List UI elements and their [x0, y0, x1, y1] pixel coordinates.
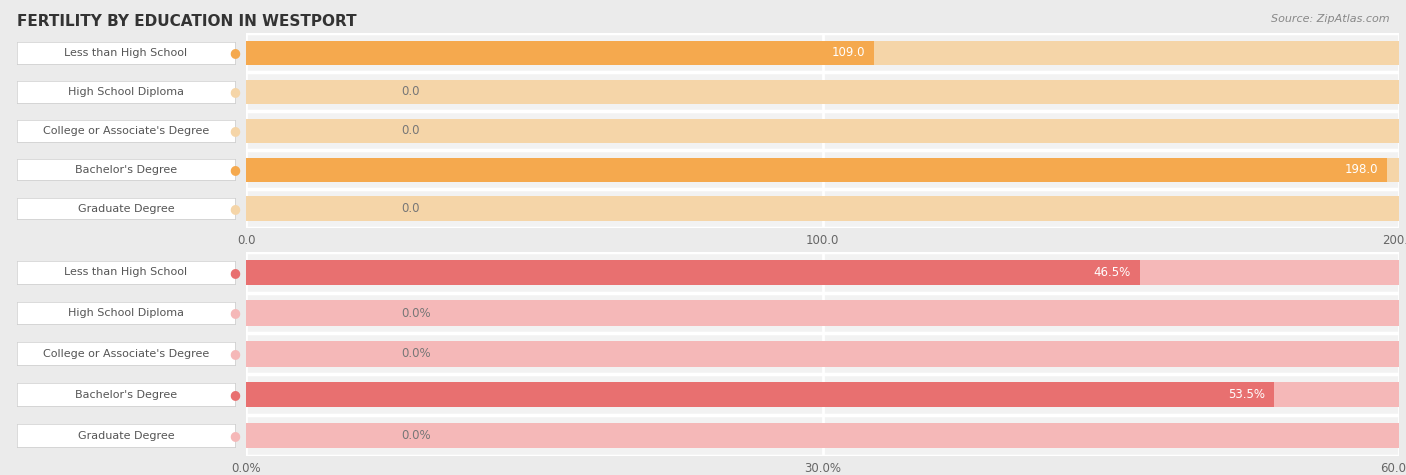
Text: College or Associate's Degree: College or Associate's Degree [42, 349, 209, 359]
Bar [246, 259, 1399, 285]
Text: Less than High School: Less than High School [65, 48, 187, 58]
Bar [246, 341, 1399, 367]
Bar [246, 158, 1399, 181]
Text: FERTILITY BY EDUCATION IN WESTPORT: FERTILITY BY EDUCATION IN WESTPORT [17, 14, 357, 29]
Bar [246, 119, 1399, 142]
Text: ●: ● [229, 266, 240, 279]
Text: 0.0: 0.0 [402, 202, 420, 215]
Text: 109.0: 109.0 [832, 46, 865, 59]
Text: Graduate Degree: Graduate Degree [77, 203, 174, 214]
Text: ●: ● [229, 202, 240, 215]
Bar [246, 158, 1388, 181]
Text: 198.0: 198.0 [1344, 163, 1378, 176]
Text: College or Associate's Degree: College or Associate's Degree [42, 125, 209, 136]
Text: Bachelor's Degree: Bachelor's Degree [75, 164, 177, 175]
Text: ●: ● [229, 124, 240, 137]
Bar [246, 72, 1399, 111]
Text: Bachelor's Degree: Bachelor's Degree [75, 390, 177, 400]
Text: ●: ● [229, 85, 240, 98]
Text: ●: ● [229, 163, 240, 176]
Bar [246, 33, 1399, 72]
Bar [246, 333, 1399, 374]
Bar [246, 300, 1399, 326]
Bar [246, 189, 1399, 228]
Text: ●: ● [229, 429, 240, 442]
Bar [246, 259, 1140, 285]
Text: 0.0%: 0.0% [402, 429, 432, 442]
Bar [246, 197, 1399, 220]
Text: Source: ZipAtlas.com: Source: ZipAtlas.com [1271, 14, 1389, 24]
Text: 0.0: 0.0 [402, 124, 420, 137]
Bar [246, 252, 1399, 293]
Text: High School Diploma: High School Diploma [67, 86, 184, 97]
Text: Graduate Degree: Graduate Degree [77, 430, 174, 441]
Bar [246, 80, 1399, 104]
Text: ●: ● [229, 388, 240, 401]
Bar [246, 41, 875, 65]
Bar [246, 111, 1399, 150]
Bar [246, 150, 1399, 189]
Text: ●: ● [229, 347, 240, 361]
Bar [246, 293, 1399, 333]
Text: 0.0: 0.0 [402, 85, 420, 98]
Bar [246, 374, 1399, 415]
Text: 0.0%: 0.0% [402, 347, 432, 361]
Bar [246, 382, 1399, 408]
Text: 53.5%: 53.5% [1227, 388, 1265, 401]
Bar [246, 382, 1274, 408]
Text: 0.0%: 0.0% [402, 306, 432, 320]
Text: Less than High School: Less than High School [65, 267, 187, 277]
Text: ●: ● [229, 306, 240, 320]
Text: High School Diploma: High School Diploma [67, 308, 184, 318]
Text: 46.5%: 46.5% [1092, 266, 1130, 279]
Bar [246, 423, 1399, 448]
Bar [246, 415, 1399, 456]
Bar [246, 41, 1399, 65]
Text: ●: ● [229, 46, 240, 59]
